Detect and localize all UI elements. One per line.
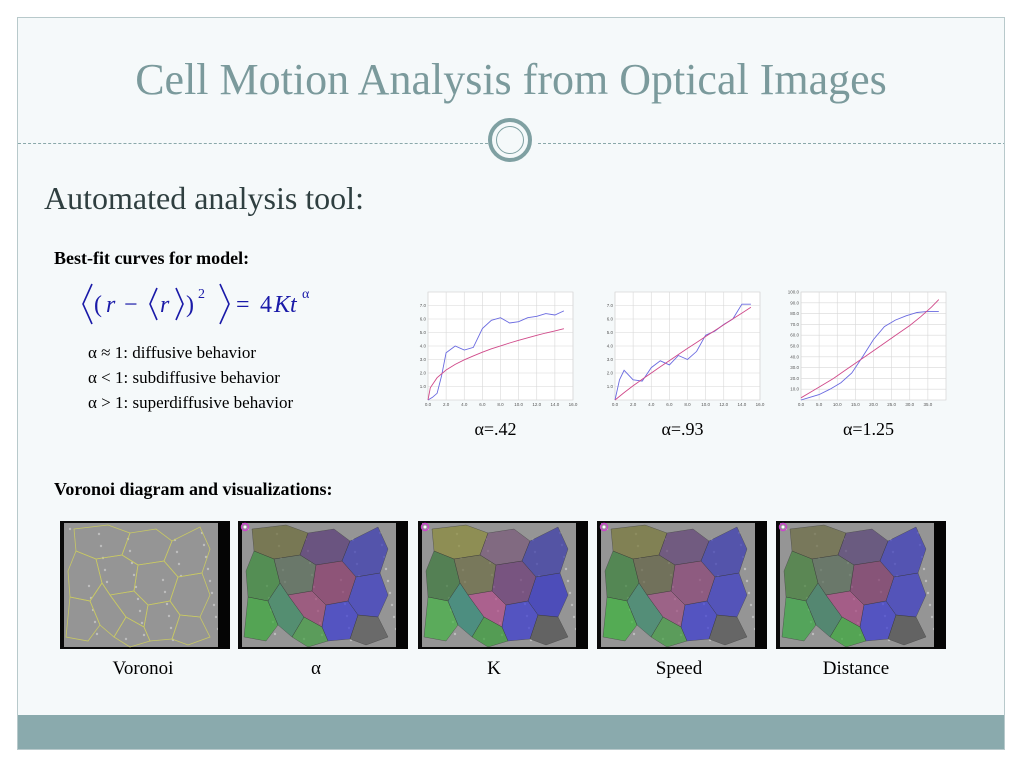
y-tick-label: 6.0	[420, 317, 427, 322]
x-tick-label: 12.0	[532, 402, 541, 407]
divider-ring-ornament	[488, 118, 532, 162]
x-tick-label: 20.0	[869, 402, 878, 407]
x-tick-label: 30.0	[905, 402, 914, 407]
measured-msd-line	[427, 310, 565, 401]
best-fit-curve	[427, 328, 565, 401]
fit-chart-3-plot: 0.0 5.0 10.0 15.0 20.0 25.0 30.0 35.0 10.0 20.0 30…	[788, 290, 947, 407]
x-tick-label: 6.0	[479, 402, 486, 407]
y-tick-label: 6.0	[607, 317, 614, 322]
msd-formula: ( r − r ) 2 = 4 Kt α	[82, 283, 310, 325]
x-tick-label: 2.0	[443, 402, 450, 407]
y-tick-label: 70.0	[790, 322, 799, 327]
y-tick-label: 7.0	[420, 303, 427, 308]
y-tick-label: 20.0	[790, 376, 799, 381]
fit-chart-1: 0.0 2.0 4.0 6.0 8.0 10.0 12.0 14.0 16.0 1.0 2.0 3.0…	[408, 286, 583, 414]
behavior-diffusive: α ≈ 1: diffusive behavior	[88, 343, 257, 362]
y-tick-label: 3.0	[607, 357, 614, 362]
x-tick-label: 6.0	[666, 402, 673, 407]
svg-text:2: 2	[198, 287, 205, 302]
y-tick-label: 5.0	[420, 330, 427, 335]
title-divider-right	[538, 143, 1004, 144]
fit-chart-3: 0.0 5.0 10.0 15.0 20.0 25.0 30.0 35.0 10.0 20.0 30…	[781, 286, 956, 414]
y-tick-label: 1.0	[420, 384, 427, 389]
svg-text:=: =	[236, 292, 250, 318]
slide-subtitle: Automated analysis tool:	[44, 180, 364, 216]
x-tick-label: 14.0	[737, 402, 746, 407]
x-tick-label: 8.0	[497, 402, 504, 407]
x-tick-label: 15.0	[851, 402, 860, 407]
svg-text:4: 4	[260, 292, 272, 318]
y-tick-label: 4.0	[420, 344, 427, 349]
svg-text:r: r	[106, 292, 116, 318]
y-tick-label: 2.0	[607, 371, 614, 376]
x-tick-label: 0.0	[612, 402, 619, 407]
speed-visualization-image	[597, 521, 767, 649]
y-tick-label: 5.0	[607, 330, 614, 335]
fit-chart-1-caption: α=.42	[474, 419, 517, 439]
x-tick-label: 4.0	[461, 402, 468, 407]
label-k: K	[487, 658, 501, 679]
y-tick-label: 30.0	[790, 365, 799, 370]
x-tick-label: 14.0	[550, 402, 559, 407]
label-speed: Speed	[655, 658, 703, 679]
y-tick-label: 7.0	[607, 303, 614, 308]
y-tick-label: 60.0	[790, 333, 799, 338]
x-tick-label: 10.0	[833, 402, 842, 407]
y-tick-label: 80.0	[790, 311, 799, 316]
behavior-subdiffusive: α < 1: subdiffusive behavior	[88, 368, 280, 387]
x-tick-label: 25.0	[887, 402, 896, 407]
title-divider-left	[18, 143, 488, 144]
x-tick-label: 0.0	[425, 402, 432, 407]
svg-text:−: −	[124, 292, 138, 318]
x-tick-label: 16.0	[756, 402, 765, 407]
x-tick-label: 8.0	[684, 402, 691, 407]
fit-chart-2-plot: 0.0 2.0 4.0 6.0 8.0 10.0 12.0 14.0 16.0 1.0 2.0 3.0…	[607, 291, 765, 407]
label-voronoi: Voronoi	[112, 658, 174, 679]
x-tick-label: 10.0	[514, 402, 523, 407]
svg-text:(: (	[94, 292, 102, 318]
y-tick-label: 100.0	[788, 290, 800, 295]
fit-chart-2-caption: α=.93	[661, 419, 704, 439]
svg-text:): )	[186, 292, 194, 318]
best-fit-curve	[800, 299, 940, 399]
svg-text:α: α	[302, 287, 310, 302]
measured-msd-line	[800, 310, 939, 401]
voronoi-diagram-image	[60, 521, 230, 649]
best-fit-curve	[614, 306, 752, 401]
y-tick-label: 3.0	[420, 357, 427, 362]
y-tick-label: 1.0	[607, 384, 614, 389]
x-tick-label: 16.0	[569, 402, 578, 407]
fit-chart-2: 0.0 2.0 4.0 6.0 8.0 10.0 12.0 14.0 16.0 1.0 2.0 3.0…	[595, 286, 770, 414]
slide: Cell Motion Analysis from Optical Images…	[17, 17, 1005, 750]
x-tick-label: 35.0	[923, 402, 932, 407]
y-tick-label: 40.0	[790, 354, 799, 359]
y-tick-label: 90.0	[790, 300, 799, 305]
x-tick-label: 5.0	[816, 402, 823, 407]
slide-title: Cell Motion Analysis from Optical Images	[135, 55, 887, 104]
voronoi-heading: Voronoi diagram and visualizations:	[54, 479, 333, 499]
x-tick-label: 2.0	[630, 402, 637, 407]
fit-chart-3-caption: α=1.25	[842, 419, 895, 439]
x-tick-label: 4.0	[648, 402, 655, 407]
bestfit-heading: Best-fit curves for model:	[54, 248, 250, 268]
svg-text:Kt: Kt	[273, 292, 298, 318]
y-tick-label: 10.0	[790, 387, 799, 392]
y-tick-label: 4.0	[607, 344, 614, 349]
label-distance: Distance	[822, 658, 890, 679]
x-tick-label: 0.0	[798, 402, 805, 407]
y-tick-label: 50.0	[790, 344, 799, 349]
k-visualization-image	[418, 521, 588, 649]
svg-text:r: r	[160, 292, 170, 318]
distance-visualization-image	[776, 521, 946, 649]
x-tick-label: 10.0	[701, 402, 710, 407]
footer-accent-bar	[18, 715, 1004, 749]
x-tick-label: 12.0	[719, 402, 728, 407]
behavior-superdiffusive: α > 1: superdiffusive behavior	[88, 393, 294, 412]
fit-chart-1-plot: 0.0 2.0 4.0 6.0 8.0 10.0 12.0 14.0 16.0 1.0 2.0 3.0…	[420, 291, 578, 407]
alpha-visualization-image	[238, 521, 408, 649]
label-alpha: α	[311, 658, 321, 679]
y-tick-label: 2.0	[420, 371, 427, 376]
